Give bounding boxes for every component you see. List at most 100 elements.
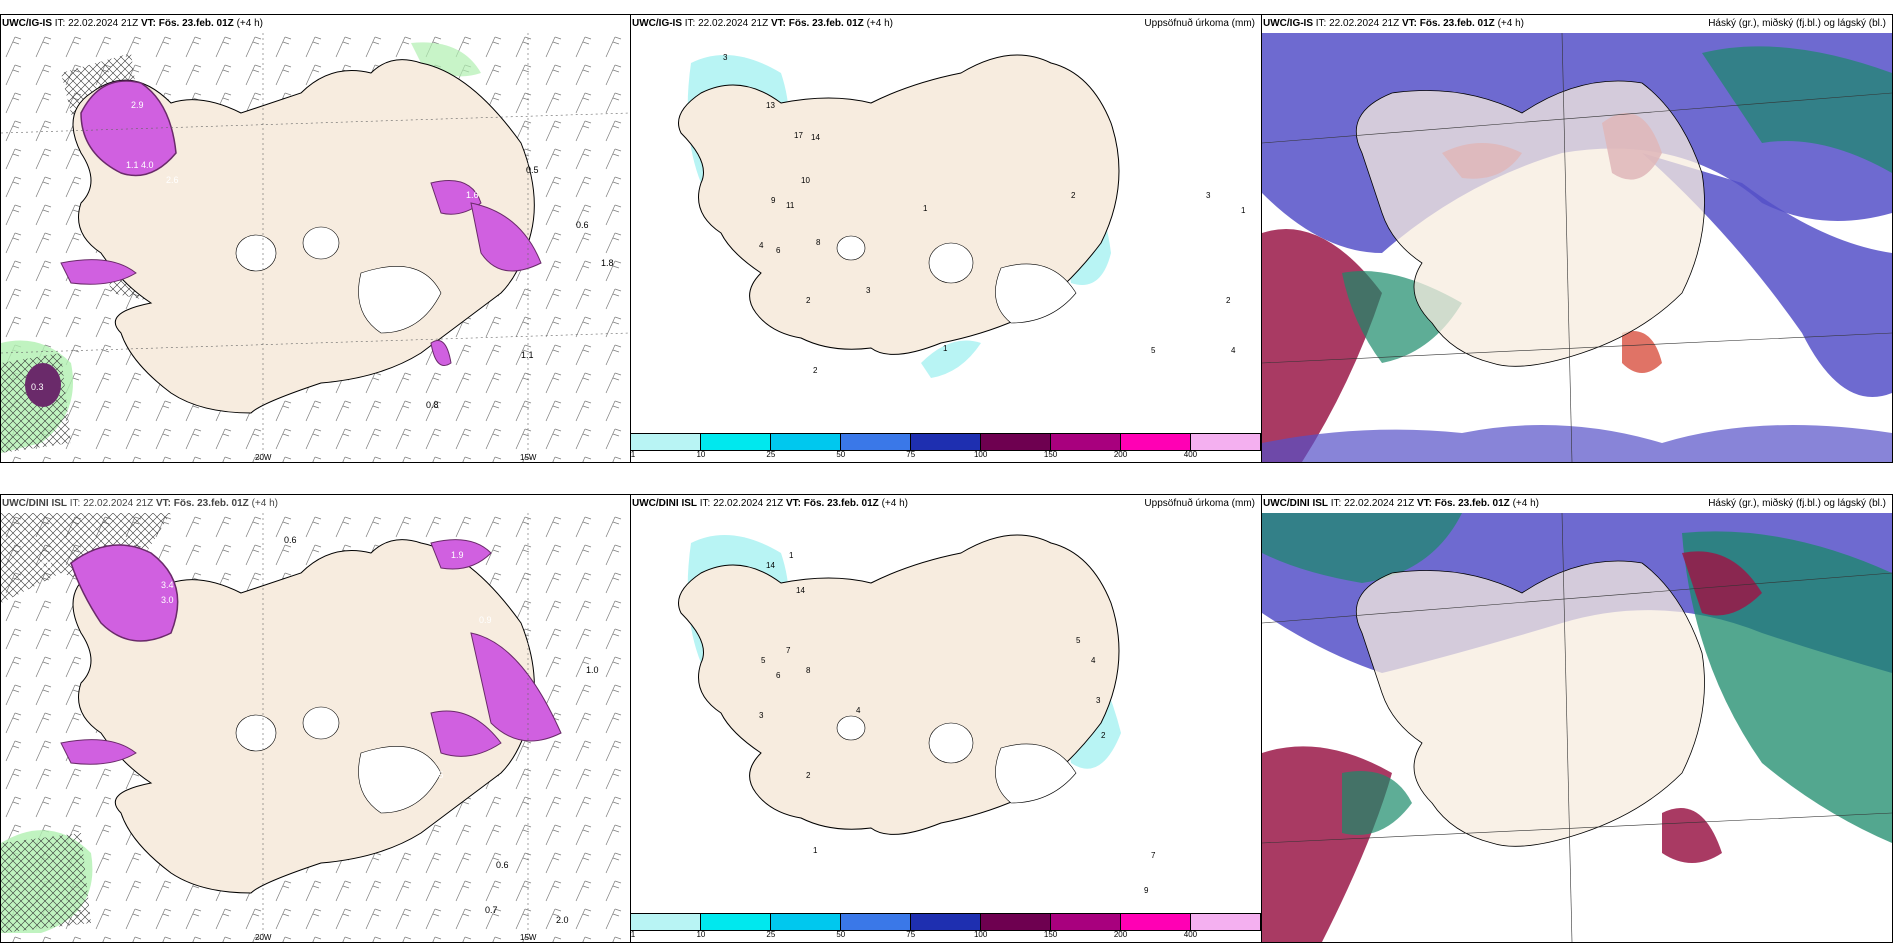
precip-label: 13 <box>766 101 775 110</box>
it-label: IT: <box>1330 498 1342 509</box>
snow-label: 0.5 <box>526 165 539 175</box>
snow-label: 0.6 <box>284 535 297 545</box>
precip-label: 6 <box>776 246 781 255</box>
colorbar-tick: 200 <box>1113 930 1128 939</box>
vt-label: VT: <box>140 18 156 29</box>
precip-label: 3 <box>759 711 764 720</box>
panel-clouds-uwc-dini-isl: UWC/DINI ISL IT: 22.02.2024 21Z VT: Fös.… <box>1261 494 1893 943</box>
precip-label: 1 <box>943 344 948 353</box>
colorbar-swatch <box>841 914 911 930</box>
precip-label: 3 <box>1096 696 1101 705</box>
panel-precip-uwc-dini-isl: UWC/DINI ISL IT: 22.02.2024 21Z VT: Fös.… <box>630 494 1262 943</box>
snow-map: 0.3 0.6 1.9 3.4 3.0 0.9 0.5 1.0 0.6 0.7 … <box>1 513 630 942</box>
snow-label: 1.1 <box>126 160 139 170</box>
lead-time: (+4 h) <box>251 498 278 509</box>
snow-label: 2.6 <box>166 175 179 185</box>
it-time: 22.02.2024 21Z <box>68 18 139 29</box>
colorbar-swatch <box>911 914 981 930</box>
lead-time: (+4 h) <box>1497 18 1524 29</box>
precip-label: 14 <box>811 133 820 142</box>
colorbar-tick: 75 <box>906 930 916 939</box>
lead-time: (+4 h) <box>236 18 263 29</box>
precip-label: 1 <box>923 204 928 213</box>
snow-label: 3.0 <box>161 595 174 605</box>
precip-label: 4 <box>1231 346 1236 355</box>
precip-label: 6 <box>776 671 781 680</box>
precip-label: 4 <box>1091 656 1096 665</box>
panel-header: UWC/IG-IS IT: 22.02.2024 21Z VT: Fös. 23… <box>1263 15 1888 33</box>
snow-label: 4.0 <box>141 160 154 170</box>
vt-label: VT: <box>1401 18 1417 29</box>
panel-header: UWC/DINI ISL IT: 22.02.2024 21Z VT: Fös.… <box>2 495 626 513</box>
model-name: UWC/IG-IS <box>632 18 682 29</box>
colorbar-tick: 400 <box>1183 450 1198 459</box>
panel-field-title: Háský (gr.), miðský (fj.bl.) og lágský (… <box>1708 498 1886 509</box>
colorbar-tick: 10 <box>696 930 706 939</box>
panel-header: UWC/IG-IS IT: 22.02.2024 21Z VT: Fös. 23… <box>632 15 1257 33</box>
vt-time: Fös. 23.feb. 01Z <box>788 18 864 29</box>
snow-label: 1.1 <box>521 350 534 360</box>
precip-label: 5 <box>1151 346 1156 355</box>
colorbar-swatch <box>1051 914 1121 930</box>
model-name: UWC/IG-IS <box>1263 18 1313 29</box>
snow-label: 3.4 <box>161 580 174 590</box>
it-label: IT: <box>69 498 81 509</box>
precip-label: 3 <box>866 286 871 295</box>
snow-label: 1.9 <box>451 550 464 560</box>
precip-label: 4 <box>759 241 764 250</box>
colorbar-tick: 100 <box>973 930 988 939</box>
it-time: 22.02.2024 21Z <box>713 498 784 509</box>
vt-label: VT: <box>155 498 171 509</box>
snow-label: 1.0 <box>586 665 599 675</box>
snow-label: 2.0 <box>556 915 569 925</box>
precip-label: 2 <box>813 366 818 375</box>
precip-label: 1 <box>789 551 794 560</box>
colorbar-swatch <box>1191 914 1261 930</box>
colorbar-swatch <box>771 434 841 450</box>
precip-label: 7 <box>1151 851 1156 860</box>
precip-label: 14 <box>796 586 805 595</box>
colorbar-tick: 100 <box>973 450 988 459</box>
panel-clouds-uwc-ig-is: UWC/IG-IS IT: 22.02.2024 21Z VT: Fös. 23… <box>1261 14 1893 463</box>
precip-label: 3 <box>1206 191 1211 200</box>
model-name: UWC/DINI ISL <box>1263 498 1328 509</box>
precip-label: 11 <box>786 201 795 210</box>
precip-label: 8 <box>816 238 821 247</box>
panel-snow-uwc-ig-is: UWC/IG-IS IT: 22.02.2024 21Z VT: Fös. 23… <box>0 14 631 463</box>
panel-field-title: Uppsöfnuð úrkoma (mm) <box>1144 498 1255 509</box>
precip-label: 2 <box>806 771 811 780</box>
precip-label: 7 <box>786 646 791 655</box>
colorbar-tick: 25 <box>766 450 776 459</box>
model-name: UWC/IG-IS <box>2 18 52 29</box>
it-time: 22.02.2024 21Z <box>698 18 769 29</box>
snow-label: 1.6 <box>466 190 479 200</box>
precip-colorbar: 1 10 25 50 75 100 150 200 400 <box>631 913 1261 942</box>
colorbar-tick: 150 <box>1043 450 1058 459</box>
panel-field-title: Háský (gr.), miðský (fj.bl.) og lágský (… <box>1708 18 1886 29</box>
colorbar-tick: 400 <box>1183 930 1198 939</box>
precip-label: 1 <box>813 846 818 855</box>
precip-colorbar: 1 10 25 50 75 100 150 200 400 <box>631 433 1261 462</box>
snow-label: 1.8 <box>601 258 614 268</box>
colorbar-swatch <box>981 434 1051 450</box>
vt-time: Fös. 23.feb. 01Z <box>1419 18 1495 29</box>
precip-label: 5 <box>761 656 766 665</box>
precip-label: 5 <box>1076 636 1081 645</box>
lon-label-20w: 20W <box>255 453 272 462</box>
it-label: IT: <box>1315 18 1327 29</box>
precip-map: 1 14 14 7 8 6 5 3 4 2 5 4 3 2 7 9 1 <box>631 513 1261 913</box>
colorbar-swatch <box>701 914 771 930</box>
precip-label: 9 <box>1144 886 1149 895</box>
colorbar-tick: 1 <box>630 450 636 459</box>
precip-label: 14 <box>766 561 775 570</box>
precip-label: 2 <box>806 296 811 305</box>
colorbar-tick: 10 <box>696 450 706 459</box>
vt-time: Fös. 23.feb. 01Z <box>158 18 234 29</box>
colorbar-swatch <box>1191 434 1261 450</box>
snow-label: 0.6 <box>576 220 589 230</box>
cloud-map <box>1262 513 1892 942</box>
colorbar-swatch <box>911 434 981 450</box>
colorbar-swatch <box>1051 434 1121 450</box>
precip-label: 17 <box>794 131 803 140</box>
panel-precip-uwc-ig-is: UWC/IG-IS IT: 22.02.2024 21Z VT: Fös. 23… <box>630 14 1262 463</box>
